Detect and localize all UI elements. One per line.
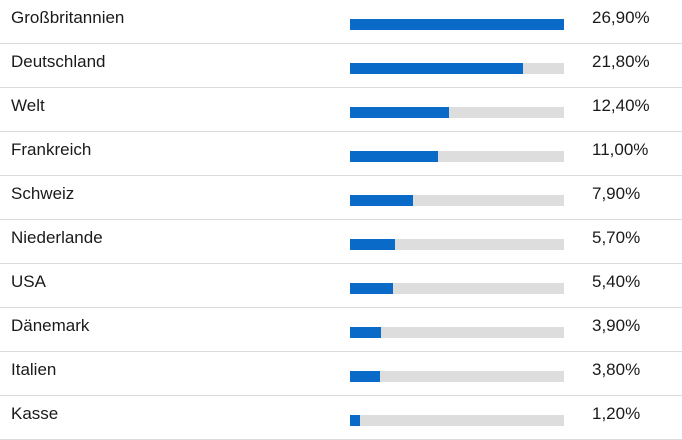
bar-track [350, 239, 564, 250]
category-label: Dänemark [11, 316, 90, 335]
category-label: Niederlande [11, 228, 103, 247]
bar-track [350, 415, 564, 426]
category-label: Welt [11, 96, 45, 115]
bar [350, 239, 396, 250]
category-label: Frankreich [11, 140, 92, 159]
bar-track [350, 107, 564, 118]
value-label: 5,40% [592, 272, 641, 291]
chart-row: Niederlande 5,70% [0, 220, 682, 264]
value-label: 7,90% [592, 184, 641, 203]
bar [350, 107, 449, 118]
value-label: 26,90% [592, 8, 650, 27]
bar-track [350, 327, 564, 338]
chart-row: Großbritannien 26,90% [0, 0, 682, 44]
category-label: Italien [11, 360, 57, 379]
value-label: 5,70% [592, 228, 641, 247]
chart-row: Kasse 1,20% [0, 396, 682, 440]
chart-row: Welt 12,40% [0, 88, 682, 132]
bar-track [350, 371, 564, 382]
value-label: 21,80% [592, 52, 650, 71]
value-label: 12,40% [592, 96, 650, 115]
bar-track [350, 283, 564, 294]
chart-row: Dänemark 3,90% [0, 308, 682, 352]
bar-track [350, 151, 564, 162]
bar [350, 63, 524, 74]
category-label: Großbritannien [11, 8, 125, 27]
value-label: 1,20% [592, 404, 641, 423]
value-label: 11,00% [592, 140, 649, 159]
value-label: 3,80% [592, 360, 641, 379]
chart-row: Frankreich 11,00% [0, 132, 682, 176]
chart-row: USA 5,40% [0, 264, 682, 308]
category-label: Deutschland [11, 52, 106, 71]
bar [350, 327, 382, 338]
bar-track [350, 195, 564, 206]
bar [350, 371, 381, 382]
bar [350, 195, 413, 206]
bar [350, 415, 360, 426]
chart-row: Italien 3,80% [0, 352, 682, 396]
bar [350, 283, 393, 294]
value-label: 3,90% [592, 316, 641, 335]
bar [350, 151, 438, 162]
category-label: Schweiz [11, 184, 75, 203]
chart-row: Schweiz 7,90% [0, 176, 682, 220]
category-label: USA [11, 272, 46, 291]
bar-track [350, 63, 564, 74]
bar-track [350, 19, 564, 30]
chart-row: Deutschland 21,80% [0, 44, 682, 88]
category-label: Kasse [11, 404, 59, 423]
bar [350, 19, 564, 30]
